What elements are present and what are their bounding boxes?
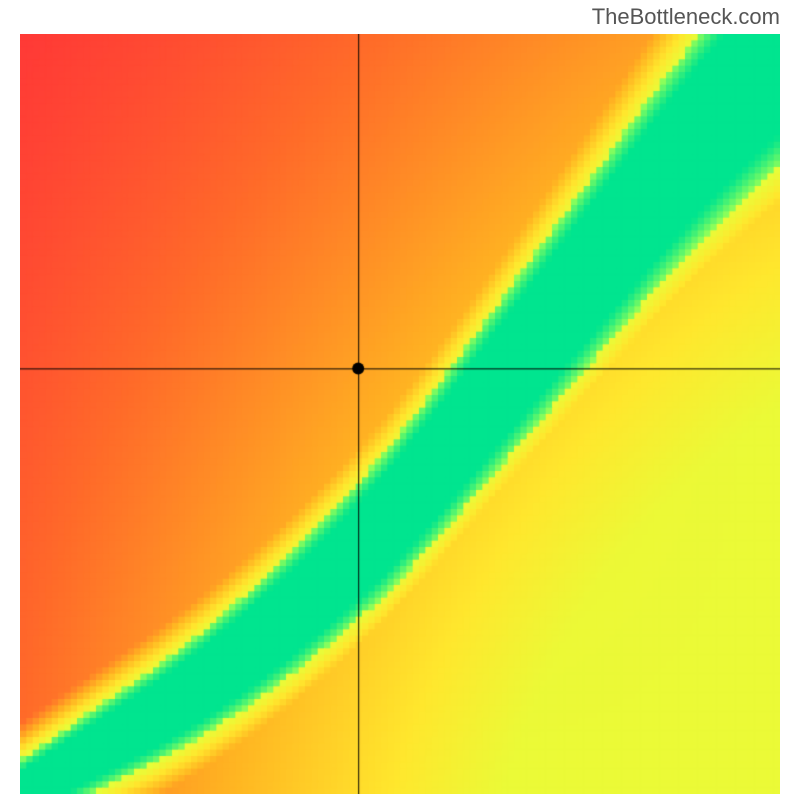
bottleneck-heatmap: [20, 34, 780, 794]
watermark-text: TheBottleneck.com: [592, 4, 780, 30]
